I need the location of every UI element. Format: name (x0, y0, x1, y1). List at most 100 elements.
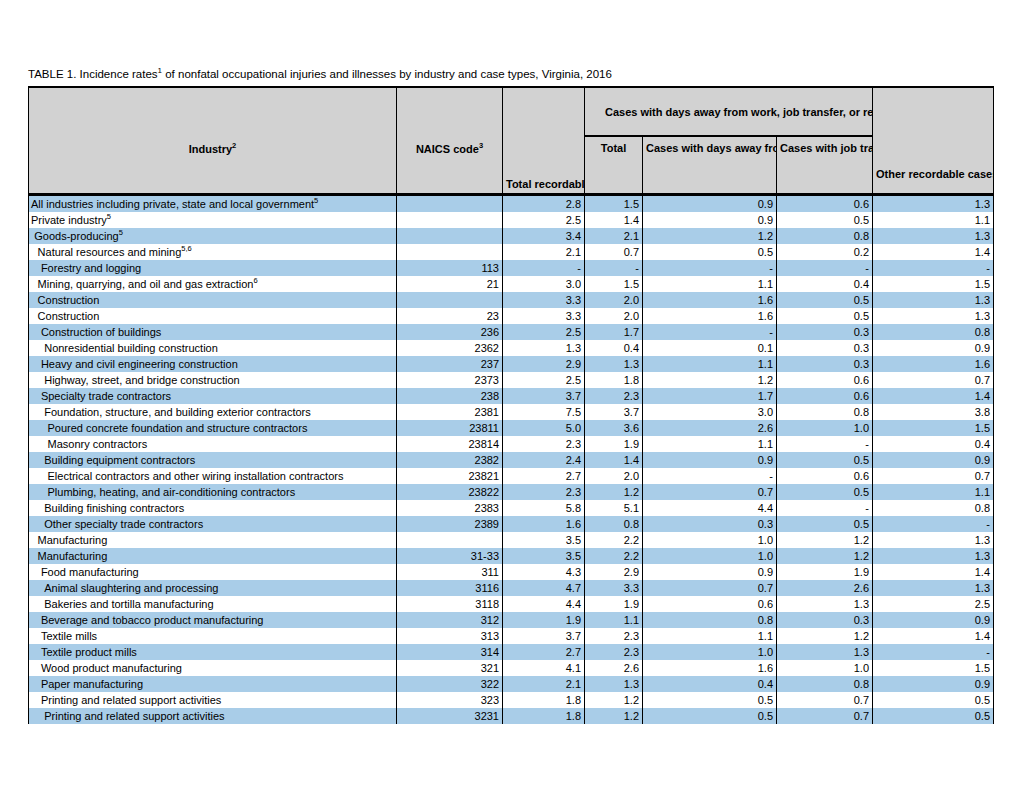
rate-value-cell: 0.5 (643, 708, 777, 724)
industry-cell: Mining, quarrying, and oil and gas extra… (29, 276, 397, 292)
rate-value-cell: 0.3 (777, 612, 873, 628)
rate-value-cell: 3.7 (585, 404, 643, 420)
industry-cell: Forestry and logging (29, 260, 397, 276)
table-row: Plumbing, heating, and air-conditioning … (29, 484, 994, 500)
rate-value-cell: 1.4 (585, 452, 643, 468)
rate-value-cell: 1.8 (585, 372, 643, 388)
rate-value-cell: 0.1 (643, 340, 777, 356)
industry-cell: Construction of buildings (29, 324, 397, 340)
column-header-total-recordable-cases: Total recordable cases (503, 87, 585, 195)
naics-code-cell: 2373 (397, 372, 503, 388)
rate-value-cell: - (873, 644, 994, 660)
rate-value-cell: 0.5 (777, 452, 873, 468)
rate-value-cell: 1.3 (873, 292, 994, 308)
row-footnote-marker: 5 (314, 196, 318, 205)
rate-value-cell: 1.6 (643, 292, 777, 308)
rate-value-cell: 1.3 (873, 195, 994, 213)
naics-code-cell: 2362 (397, 340, 503, 356)
industry-cell: Animal slaughtering and processing (29, 580, 397, 596)
rate-value-cell: 1.8 (503, 692, 585, 708)
column-header-days-away-label: Cases with days away from work (646, 142, 777, 154)
rate-value-cell: 1.6 (643, 660, 777, 676)
table-title-text: TABLE 1. Incidence rates (28, 68, 158, 80)
industry-cell: Nonresidential building construction (29, 340, 397, 356)
table-row: Construction233.32.01.60.51.3 (29, 308, 994, 324)
table-row: Private industry52.51.40.90.51.1 (29, 212, 994, 228)
rate-value-cell: 2.5 (503, 212, 585, 228)
rate-value-cell: 1.2 (777, 628, 873, 644)
table-row: Printing and related support activities3… (29, 692, 994, 708)
naics-code-cell: 314 (397, 644, 503, 660)
naics-code-cell (397, 212, 503, 228)
industry-cell: Specialty trade contractors (29, 388, 397, 404)
industry-cell: All industries including private, state … (29, 195, 397, 213)
rate-value-cell: 5.8 (503, 500, 585, 516)
table-row: Manufacturing3.52.21.01.21.3 (29, 532, 994, 548)
rate-value-cell: 0.9 (873, 340, 994, 356)
column-header-total-recordable-label: Total recordable cases (506, 178, 585, 190)
rate-value-cell: 0.8 (777, 228, 873, 244)
rate-value-cell: 2.1 (503, 676, 585, 692)
rate-value-cell: 1.0 (643, 548, 777, 564)
rate-value-cell: 1.2 (585, 484, 643, 500)
rate-value-cell: 0.9 (873, 612, 994, 628)
rate-value-cell: 1.9 (585, 596, 643, 612)
industry-cell: Manufacturing (29, 532, 397, 548)
table-row: Other specialty trade contractors23891.6… (29, 516, 994, 532)
naics-code-cell (397, 228, 503, 244)
table-row: Wood product manufacturing3214.12.61.61.… (29, 660, 994, 676)
table-row: Natural resources and mining5,62.10.70.5… (29, 244, 994, 260)
rate-value-cell: 0.5 (643, 692, 777, 708)
naics-code-cell: 3118 (397, 596, 503, 612)
rate-value-cell: 3.6 (585, 420, 643, 436)
table-row: Foundation, structure, and building exte… (29, 404, 994, 420)
rate-value-cell: 1.1 (643, 276, 777, 292)
table-row: Forestry and logging113----- (29, 260, 994, 276)
rate-value-cell: 1.3 (585, 356, 643, 372)
rate-value-cell: 1.3 (777, 596, 873, 612)
rate-value-cell: - (643, 324, 777, 340)
rate-value-cell: 3.3 (585, 580, 643, 596)
naics-code-cell: 312 (397, 612, 503, 628)
industry-cell: Other specialty trade contractors (29, 516, 397, 532)
column-header-cases-job-transfer: Cases with job transfer or restriction (777, 136, 873, 195)
rate-value-cell: 1.2 (643, 372, 777, 388)
industry-cell: Poured concrete foundation and structure… (29, 420, 397, 436)
table-row: Goods-producing53.42.11.20.81.3 (29, 228, 994, 244)
naics-code-cell: 23821 (397, 468, 503, 484)
rate-value-cell: 3.5 (503, 548, 585, 564)
naics-code-cell (397, 195, 503, 213)
incidence-rates-table-container: Industry2 NAICS code3 Total recordable c… (28, 86, 993, 724)
rate-value-cell: 1.1 (873, 484, 994, 500)
industry-cell: Printing and related support activities (29, 692, 397, 708)
rate-value-cell: 1.6 (873, 356, 994, 372)
rate-value-cell: 2.5 (873, 596, 994, 612)
industry-cell: Goods-producing5 (29, 228, 397, 244)
rate-value-cell: 2.3 (585, 628, 643, 644)
column-header-total-label: Total (601, 142, 626, 154)
rate-value-cell: 0.8 (873, 500, 994, 516)
rate-value-cell: 0.8 (873, 324, 994, 340)
table-row: Mining, quarrying, and oil and gas extra… (29, 276, 994, 292)
rate-value-cell: 1.0 (777, 420, 873, 436)
column-header-other-recordable-cases: Other recordable cases (873, 87, 994, 195)
table-row: Manufacturing31-333.52.21.01.21.3 (29, 548, 994, 564)
column-header-job-transfer-label: Cases with job transfer or restriction (780, 142, 873, 154)
rate-value-cell: 2.7 (503, 644, 585, 660)
rate-value-cell: - (777, 500, 873, 516)
row-footnote-marker: 5 (107, 212, 111, 221)
rate-value-cell: 0.4 (585, 340, 643, 356)
rate-value-cell: - (643, 468, 777, 484)
rate-value-cell: - (777, 260, 873, 276)
naics-code-cell: 2381 (397, 404, 503, 420)
industry-cell: Textile mills (29, 628, 397, 644)
rate-value-cell: 1.0 (643, 644, 777, 660)
rate-value-cell: 0.5 (777, 516, 873, 532)
rate-value-cell: 4.4 (643, 500, 777, 516)
rate-value-cell: 0.5 (777, 292, 873, 308)
rate-value-cell: 1.5 (585, 195, 643, 213)
rate-value-cell: 2.3 (585, 388, 643, 404)
rate-value-cell: 5.0 (503, 420, 585, 436)
rate-value-cell: 3.7 (503, 628, 585, 644)
rate-value-cell: 0.6 (777, 468, 873, 484)
